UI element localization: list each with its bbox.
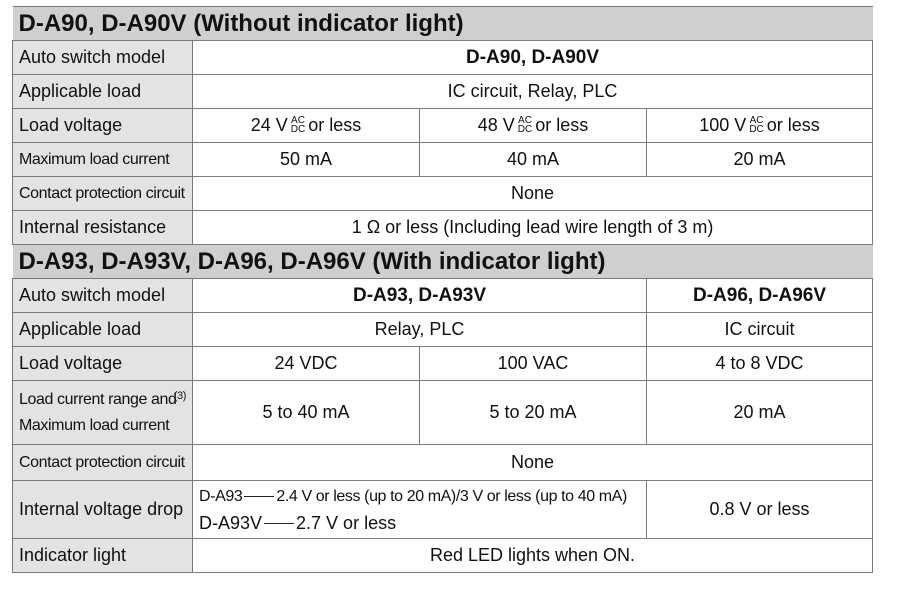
s1-voltage-100-num: 100 V: [699, 115, 747, 135]
s2-drop-row: Internal voltage drop D-A93 2.4 V or less…: [12, 480, 874, 539]
footnote-marker: (3): [173, 390, 187, 402]
s1-current-v1: 50 mA: [192, 142, 420, 177]
s1-voltage-24: 24 V AC DC or less: [192, 108, 420, 143]
s2-indicator-label: Indicator light: [12, 538, 193, 573]
s2-protection-label: Contact protection circuit: [12, 444, 193, 481]
s1-resistance-value: 1 Ω or less (Including lead wire length …: [191, 210, 874, 245]
s2-drop-v1: D-A93 2.4 V or less (up to 20 mA)/3 V or …: [192, 480, 647, 539]
s2-drop-line2: D-A93V 2.7 V or less: [199, 510, 640, 537]
s2-protection-value: None: [191, 444, 874, 481]
s2-model-v1: D-A93, D-A93V: [192, 278, 647, 313]
spec-table-container: D-A90, D-A90V (Without indicator light) …: [12, 6, 874, 573]
s1-model-row: Auto switch model D-A90, D-A90V: [12, 40, 874, 75]
s1-voltage-100: 100 V AC DC or less: [645, 108, 874, 143]
s1-voltage-48-num: 48 V: [477, 115, 515, 135]
section2-title: D-A93, D-A93V, D-A96, D-A96V (With indic…: [12, 244, 873, 279]
s2-drop-label: Internal voltage drop: [12, 480, 193, 539]
s1-current-row: Maximum load current 50 mA 40 mA 20 mA: [12, 142, 874, 177]
s1-voltage-24-num: 24 V: [250, 115, 288, 135]
s1-voltage-row: Load voltage 24 V AC DC or less 48 V AC DC or …: [12, 108, 874, 143]
s2-drop-line1-model: D-A93: [199, 487, 243, 505]
s2-current-v1: 5 to 40 mA: [192, 380, 420, 445]
s2-voltage-label: Load voltage: [12, 346, 193, 381]
s2-voltage-v1: 24 VDC: [192, 346, 420, 381]
s2-load-v2: IC circuit: [645, 312, 874, 347]
s2-current-label-line2: Maximum load current: [19, 416, 170, 434]
s2-indicator-value: Red LED lights when ON.: [191, 538, 874, 573]
s1-resistance-row: Internal resistance 1 Ω or less (Includi…: [12, 210, 874, 245]
s2-voltage-v2: 100 VAC: [419, 346, 647, 381]
s2-model-label: Auto switch model: [12, 278, 193, 313]
s2-current-v3: 20 mA: [645, 380, 874, 445]
s2-drop-line2-text: 2.7 V or less: [296, 512, 397, 533]
s2-load-row: Applicable load Relay, PLC IC circuit: [12, 312, 874, 347]
section2-header-row: D-A93, D-A93V, D-A96, D-A96V (With indic…: [12, 244, 873, 279]
s2-model-row: Auto switch model D-A93, D-A93V D-A96, D…: [12, 278, 874, 313]
s2-load-v1: Relay, PLC: [192, 312, 647, 347]
s2-protection-row: Contact protection circuit None: [12, 444, 874, 481]
s2-indicator-row: Indicator light Red LED lights when ON.: [12, 538, 874, 573]
s1-current-label: Maximum load current: [12, 142, 193, 177]
acdc-symbol: AC DC: [517, 115, 533, 136]
acdc-symbol: AC DC: [290, 115, 306, 136]
s2-drop-v2: 0.8 V or less: [645, 480, 874, 539]
s1-voltage-label: Load voltage: [12, 108, 193, 143]
s1-protection-row: Contact protection circuit None: [12, 176, 874, 211]
s1-resistance-label: Internal resistance: [12, 210, 193, 245]
s2-current-label-line1: Load current range and: [19, 390, 177, 408]
s1-voltage-100-suffix: or less: [766, 115, 820, 135]
s2-current-v2: 5 to 20 mA: [419, 380, 647, 445]
s2-drop-line2-model: D-A93V: [199, 512, 263, 533]
section1-header-row: D-A90, D-A90V (Without indicator light): [12, 6, 873, 41]
s1-model-label: Auto switch model: [12, 40, 193, 75]
s1-load-row: Applicable load IC circuit, Relay, PLC: [12, 74, 874, 109]
s1-protection-label: Contact protection circuit: [12, 176, 193, 211]
s1-voltage-24-suffix: or less: [308, 115, 362, 135]
s2-drop-line1-text: 2.4 V or less (up to 20 mA)/3 V or less …: [276, 487, 627, 505]
s1-protection-value: None: [191, 176, 874, 211]
s1-load-value: IC circuit, Relay, PLC: [191, 74, 874, 109]
s1-load-label: Applicable load: [12, 74, 193, 109]
s1-current-v2: 40 mA: [419, 142, 647, 177]
leader-line: [264, 523, 295, 525]
spec-table: D-A90, D-A90V (Without indicator light) …: [12, 6, 874, 573]
leader-line: [244, 495, 275, 497]
s1-model-value: D-A90, D-A90V: [191, 40, 874, 75]
s2-drop-line1: D-A93 2.4 V or less (up to 20 mA)/3 V or …: [199, 483, 640, 510]
s2-voltage-row: Load voltage 24 VDC 100 VAC 4 to 8 VDC: [12, 346, 874, 381]
s2-model-v2: D-A96, D-A96V: [645, 278, 874, 313]
s2-load-label: Applicable load: [12, 312, 193, 347]
s1-voltage-48-suffix: or less: [535, 115, 589, 135]
acdc-symbol: AC DC: [749, 115, 764, 136]
s2-voltage-v3: 4 to 8 VDC: [645, 346, 874, 381]
s2-current-label: (3) Load current range and Maximum load …: [12, 380, 193, 445]
s1-current-v3: 20 mA: [645, 142, 874, 177]
section1-title: D-A90, D-A90V (Without indicator light): [12, 6, 873, 41]
s1-voltage-48: 48 V AC DC or less: [419, 108, 647, 143]
s2-current-row: (3) Load current range and Maximum load …: [12, 380, 874, 445]
